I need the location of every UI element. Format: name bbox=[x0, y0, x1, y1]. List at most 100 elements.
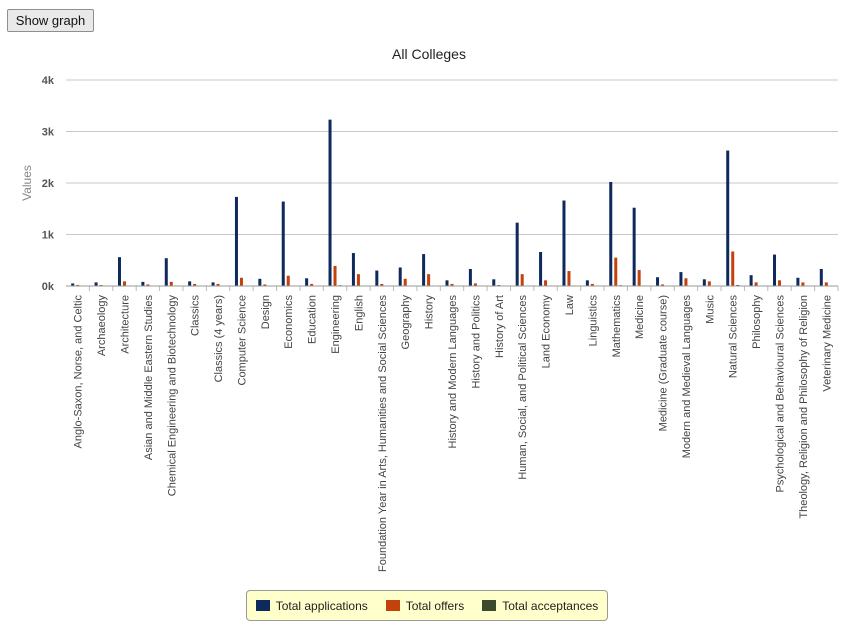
bar-total-applications[interactable] bbox=[188, 281, 192, 286]
x-tick-label: Human, Social, and Political Sciences bbox=[517, 295, 529, 480]
x-tick-label: Classics bbox=[190, 295, 202, 336]
bar-total-applications[interactable] bbox=[492, 279, 496, 286]
bar-total-applications[interactable] bbox=[398, 267, 402, 286]
bar-total-applications[interactable] bbox=[515, 222, 519, 286]
bar-total-applications[interactable] bbox=[351, 253, 355, 286]
bar-total-offers[interactable] bbox=[427, 274, 431, 286]
bar-total-offers[interactable] bbox=[778, 280, 782, 286]
x-tick-label: Geography bbox=[400, 295, 412, 350]
x-tick-label: Design bbox=[260, 295, 272, 329]
bar-total-offers[interactable] bbox=[450, 283, 454, 286]
bar-total-applications[interactable] bbox=[258, 278, 262, 286]
x-tick-label: Archaeology bbox=[96, 295, 108, 357]
bar-total-applications[interactable] bbox=[281, 201, 285, 286]
bar-total-applications[interactable] bbox=[305, 278, 309, 286]
bar-total-applications[interactable] bbox=[656, 277, 660, 286]
bar-total-applications[interactable] bbox=[539, 252, 543, 286]
bar-total-offers[interactable] bbox=[356, 274, 360, 286]
bar-total-applications[interactable] bbox=[585, 280, 589, 286]
bar-total-applications[interactable] bbox=[94, 282, 98, 286]
bar-total-offers[interactable] bbox=[122, 281, 126, 286]
bar-total-applications[interactable] bbox=[234, 196, 238, 286]
bar-total-applications[interactable] bbox=[117, 257, 121, 286]
bar-total-applications[interactable] bbox=[141, 281, 145, 286]
bar-total-offers[interactable] bbox=[661, 284, 665, 286]
bar-total-applications[interactable] bbox=[773, 254, 777, 286]
bar-total-offers[interactable] bbox=[707, 281, 711, 286]
x-tick-label: Theology, Religion and Philosophy of Rel… bbox=[798, 295, 810, 519]
bar-total-acceptances[interactable] bbox=[736, 284, 740, 286]
bar-total-applications[interactable] bbox=[819, 269, 823, 286]
x-tick-label: History of Art bbox=[494, 295, 506, 358]
bar-total-applications[interactable] bbox=[422, 254, 426, 286]
bar-total-offers[interactable] bbox=[473, 283, 477, 286]
bar-total-offers[interactable] bbox=[497, 284, 501, 286]
bar-total-applications[interactable] bbox=[702, 279, 706, 286]
bar-total-offers[interactable] bbox=[333, 265, 337, 286]
bar-total-offers[interactable] bbox=[193, 283, 197, 286]
bar-total-offers[interactable] bbox=[76, 284, 80, 286]
x-tick-labels: Anglo-Saxon, Norse, and Celtic Archaeolog… bbox=[73, 286, 839, 572]
x-tick-label: Linguistics bbox=[587, 295, 599, 347]
bar-total-applications[interactable] bbox=[749, 275, 753, 286]
x-tick-label: Asian and Middle Eastern Studies bbox=[143, 295, 155, 461]
bar-total-offers[interactable] bbox=[146, 284, 150, 286]
bar-total-applications[interactable] bbox=[468, 269, 472, 286]
bar-total-offers[interactable] bbox=[824, 282, 828, 286]
bar-total-applications[interactable] bbox=[632, 207, 636, 286]
bar-total-offers[interactable] bbox=[380, 283, 384, 286]
bar-total-applications[interactable] bbox=[445, 280, 449, 286]
bar-total-applications[interactable] bbox=[164, 258, 168, 286]
bar-total-offers[interactable] bbox=[310, 283, 314, 286]
legend-swatch-applications bbox=[255, 600, 270, 611]
bar-total-applications[interactable] bbox=[796, 277, 800, 286]
bar-total-applications[interactable] bbox=[375, 270, 379, 286]
legend-label-offers: Total offers bbox=[405, 598, 465, 613]
bar-total-offers[interactable] bbox=[544, 280, 548, 286]
bar-total-offers[interactable] bbox=[286, 275, 290, 286]
x-tick-label: Chemical Engineering and Biotechnology bbox=[166, 295, 178, 497]
legend-item-acceptances[interactable]: Total acceptances bbox=[482, 599, 598, 613]
bar-total-applications[interactable] bbox=[211, 282, 215, 286]
legend-item-applications[interactable]: Total applications bbox=[255, 598, 368, 613]
x-tick-label: History and Politics bbox=[470, 295, 482, 389]
bar-total-offers[interactable] bbox=[590, 283, 594, 286]
bar-total-offers[interactable] bbox=[520, 274, 524, 286]
bar-total-offers[interactable] bbox=[263, 284, 267, 286]
y-axis-label: Values bbox=[20, 165, 34, 201]
bar-total-offers[interactable] bbox=[754, 282, 758, 286]
x-tick-label: Natural Sciences bbox=[728, 295, 740, 379]
bar-total-offers[interactable] bbox=[169, 281, 173, 286]
x-tick-label: Economics bbox=[283, 295, 295, 349]
bar-total-offers[interactable] bbox=[403, 278, 407, 286]
bar-total-applications[interactable] bbox=[726, 150, 730, 286]
x-tick-label: Philosophy bbox=[751, 295, 763, 349]
x-tick-label: Medicine bbox=[634, 295, 646, 339]
x-tick-label: Law bbox=[564, 295, 576, 315]
bar-total-offers[interactable] bbox=[637, 270, 641, 286]
y-tick-labels: 0k 1k 2k 3k 4k bbox=[42, 75, 55, 293]
legend-label-applications: Total applications bbox=[275, 598, 368, 613]
legend-item-offers[interactable]: Total offers bbox=[385, 598, 465, 613]
bar-total-applications[interactable] bbox=[328, 119, 332, 286]
bar-total-offers[interactable] bbox=[684, 278, 688, 286]
bar-total-applications[interactable] bbox=[71, 283, 75, 286]
bar-total-offers[interactable] bbox=[614, 257, 618, 286]
x-tick-label: Foundation Year in Arts, Humanities and … bbox=[377, 295, 389, 572]
x-tick-label: Classics (4 years) bbox=[213, 295, 225, 382]
x-tick-label: Land Economy bbox=[541, 295, 553, 369]
bar-total-offers[interactable] bbox=[567, 271, 571, 286]
bar-total-offers[interactable] bbox=[731, 251, 735, 286]
bar-total-applications[interactable] bbox=[679, 272, 683, 286]
bar-total-applications[interactable] bbox=[609, 181, 613, 286]
bar-total-applications[interactable] bbox=[562, 200, 566, 286]
show-graph-button[interactable]: Show graph bbox=[7, 9, 94, 32]
y-tick-label: 4k bbox=[42, 75, 55, 87]
x-tick-label: Mathematics bbox=[611, 295, 623, 358]
bar-total-offers[interactable] bbox=[216, 283, 220, 286]
bar-total-offers[interactable] bbox=[99, 284, 103, 286]
legend-swatch-acceptances bbox=[482, 600, 497, 611]
bar-total-offers[interactable] bbox=[801, 282, 805, 286]
bar-total-offers[interactable] bbox=[239, 277, 243, 286]
